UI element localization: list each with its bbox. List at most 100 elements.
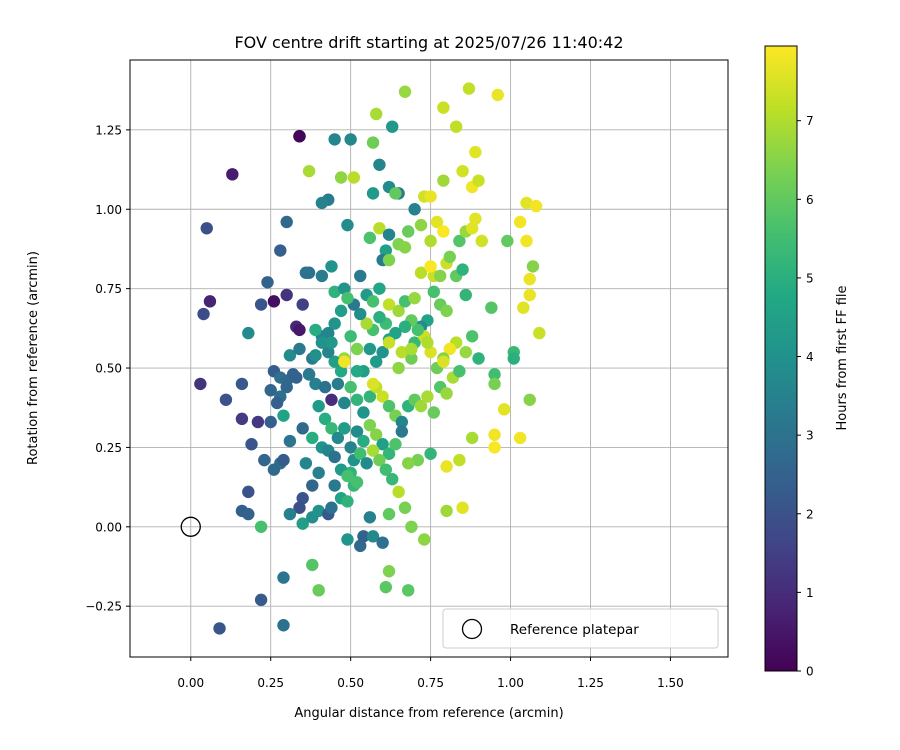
- data-point: [389, 326, 402, 340]
- data-point: [280, 288, 293, 302]
- data-point: [389, 187, 402, 200]
- data-point: [488, 441, 501, 454]
- data-point: [286, 368, 300, 381]
- data-point: [501, 234, 514, 248]
- data-point: [376, 438, 389, 451]
- data-point: [427, 285, 440, 299]
- legend-label: Reference platepar: [510, 622, 639, 638]
- data-point: [424, 447, 437, 460]
- data-point: [421, 390, 434, 403]
- data-point: [453, 453, 466, 467]
- data-point: [379, 580, 393, 594]
- data-point: [382, 228, 396, 241]
- data-point: [309, 323, 322, 337]
- data-point: [363, 342, 377, 356]
- data-point: [366, 444, 380, 457]
- data-point: [497, 403, 511, 416]
- data-point: [296, 492, 309, 505]
- colorbar-tick-label: 1: [806, 586, 814, 600]
- data-point: [318, 412, 332, 426]
- data-point: [197, 307, 210, 321]
- data-point: [469, 145, 482, 159]
- colorbar-tick-label: 0: [806, 665, 814, 679]
- data-point: [277, 409, 290, 422]
- data-point: [398, 241, 412, 254]
- data-point: [350, 425, 364, 438]
- data-point: [449, 120, 463, 133]
- data-point: [302, 368, 316, 381]
- data-point: [350, 342, 364, 356]
- data-point: [363, 511, 377, 524]
- data-point: [366, 295, 380, 308]
- data-point: [376, 390, 389, 403]
- plot-frame: [129, 59, 729, 658]
- data-point: [258, 453, 271, 467]
- data-point: [360, 317, 373, 330]
- data-point: [379, 244, 393, 257]
- legend-marker: [461, 618, 483, 640]
- data-point: [254, 520, 268, 534]
- data-point: [402, 225, 415, 238]
- data-point: [280, 215, 293, 229]
- data-point: [350, 393, 364, 406]
- data-point: [405, 342, 418, 356]
- data-point: [472, 352, 485, 365]
- y-tick-label: 0.25: [95, 441, 122, 455]
- data-point: [513, 431, 527, 445]
- data-point: [405, 520, 418, 534]
- data-point: [274, 244, 287, 257]
- data-point: [331, 377, 345, 391]
- data-point: [533, 326, 546, 340]
- data-point: [354, 307, 367, 321]
- data-point: [373, 222, 386, 235]
- data-point: [382, 336, 396, 349]
- data-point: [322, 345, 335, 359]
- data-point: [357, 530, 370, 543]
- data-point: [325, 393, 338, 406]
- data-point: [322, 326, 335, 340]
- data-point: [325, 260, 338, 273]
- data-point: [465, 222, 479, 235]
- legend-box: [442, 608, 719, 649]
- data-point: [427, 406, 440, 419]
- data-point: [213, 622, 226, 635]
- data-point: [411, 453, 425, 467]
- data-point: [529, 199, 543, 213]
- data-point: [270, 396, 284, 410]
- data-point: [293, 501, 306, 514]
- data-point: [283, 507, 297, 521]
- data-point: [341, 291, 354, 305]
- data-point: [366, 187, 380, 200]
- data-point: [370, 355, 383, 368]
- data-point: [389, 438, 402, 451]
- data-point: [382, 565, 396, 578]
- data-point: [360, 457, 373, 470]
- data-point: [299, 266, 313, 279]
- data-point: [354, 269, 367, 283]
- data-point: [328, 479, 341, 492]
- data-point: [370, 428, 383, 441]
- data-point: [379, 463, 393, 476]
- chart-title: FOV centre drift starting at 2025/07/26 …: [234, 33, 623, 52]
- colorbar-tick-label: 6: [806, 193, 814, 207]
- x-tick-label: 0.50: [337, 676, 364, 690]
- data-point: [424, 345, 437, 359]
- data-point: [398, 85, 412, 98]
- data-point: [411, 323, 425, 337]
- data-point: [465, 431, 479, 445]
- data-point: [354, 539, 367, 553]
- data-point: [334, 171, 348, 184]
- data-point: [408, 291, 421, 305]
- data-point: [402, 457, 415, 470]
- data-point: [456, 164, 469, 178]
- colorbar-gradient: [764, 45, 798, 672]
- data-point: [283, 434, 297, 448]
- data-point: [370, 107, 383, 121]
- data-points: [194, 82, 546, 635]
- data-point: [405, 352, 418, 365]
- data-point: [245, 438, 258, 451]
- data-point: [386, 472, 399, 486]
- data-point: [338, 396, 351, 410]
- data-point: [254, 593, 268, 607]
